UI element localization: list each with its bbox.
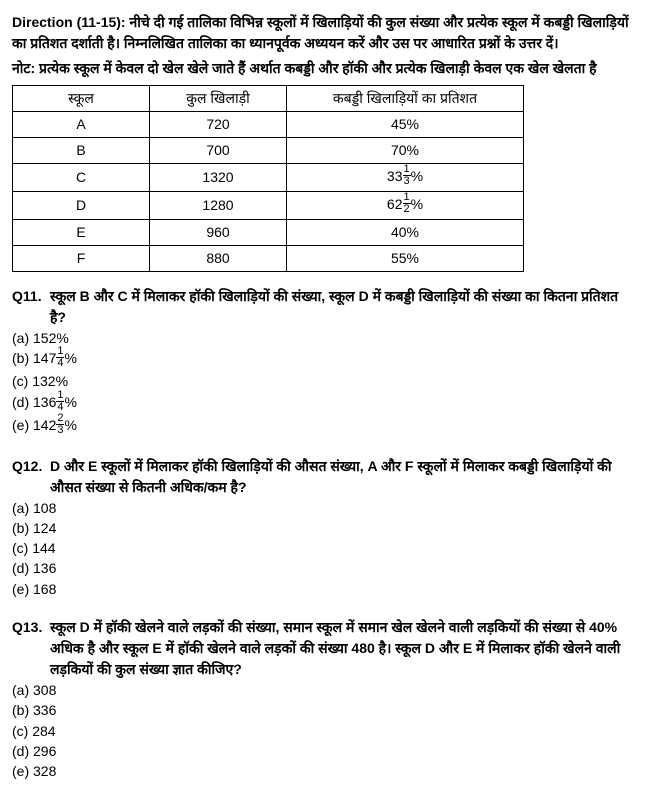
cell-school: E: [13, 220, 150, 246]
option-item: (e) 168: [12, 579, 637, 599]
option-item: (e) 14223%: [12, 415, 637, 438]
cell-school: A: [13, 112, 150, 138]
table-row: D12806212%: [13, 192, 524, 220]
cell-total: 960: [150, 220, 287, 246]
cell-pct: 45%: [287, 112, 524, 138]
question-text: स्कूल D में हॉकी खेलने वाले लड़कों की सं…: [50, 617, 637, 680]
options-list: (a) 108(b) 124(c) 144(d) 136(e) 168: [12, 498, 637, 599]
cell-total: 720: [150, 112, 287, 138]
cell-school: F: [13, 246, 150, 272]
cell-total: 880: [150, 246, 287, 272]
option-item: (a) 108: [12, 498, 637, 518]
option-item: (c) 284: [12, 721, 637, 741]
cell-pct: 70%: [287, 138, 524, 164]
note-text: प्रत्येक स्कूल में केवल दो खेल खेले जाते…: [39, 60, 597, 76]
cell-school: D: [13, 192, 150, 220]
table-row: B70070%: [13, 138, 524, 164]
th-total: कुल खिलाड़ी: [150, 86, 287, 112]
th-school: स्कूल: [13, 86, 150, 112]
option-item: (e) 328: [12, 761, 637, 781]
table-header-row: स्कूल कुल खिलाड़ी कबड्डी खिलाड़ियों का प…: [13, 86, 524, 112]
question-text: D और E स्कूलों में मिलाकर हॉकी खिलाड़ियो…: [50, 456, 637, 498]
direction-label: Direction (11-15):: [12, 14, 126, 30]
note-label: नोट:: [12, 60, 35, 76]
cell-total: 1320: [150, 164, 287, 192]
cell-school: C: [13, 164, 150, 192]
option-item: (c) 144: [12, 538, 637, 558]
data-table: स्कूल कुल खिलाड़ी कबड्डी खिलाड़ियों का प…: [12, 85, 524, 272]
options-list: (a) 152%(b) 14714%(c) 132%(d) 13614%(e) …: [12, 328, 637, 438]
option-item: (d) 296: [12, 741, 637, 761]
option-item: (b) 336: [12, 700, 637, 720]
cell-pct: 3313%: [287, 164, 524, 192]
question-block: Q11.स्कूल B और C में मिलाकर हॉकी खिलाड़ि…: [12, 286, 637, 438]
question-number: Q12.: [12, 456, 50, 498]
table-row: A72045%: [13, 112, 524, 138]
cell-school: B: [13, 138, 150, 164]
cell-pct: 40%: [287, 220, 524, 246]
option-item: (d) 136: [12, 558, 637, 578]
table-row: C13203313%: [13, 164, 524, 192]
question-block: Q13.स्कूल D में हॉकी खेलने वाले लड़कों क…: [12, 617, 637, 781]
option-item: (b) 14714%: [12, 348, 637, 371]
option-item: (d) 13614%: [12, 392, 637, 415]
cell-total: 700: [150, 138, 287, 164]
direction-block: Direction (11-15): नीचे दी गई तालिका विभ…: [12, 12, 637, 54]
option-item: (c) 132%: [12, 371, 637, 391]
th-pct: कबड्डी खिलाड़ियों का प्रतिशत: [287, 86, 524, 112]
question-text: स्कूल B और C में मिलाकर हॉकी खिलाड़ियों …: [50, 286, 637, 328]
option-item: (a) 152%: [12, 328, 637, 348]
table-row: E96040%: [13, 220, 524, 246]
cell-total: 1280: [150, 192, 287, 220]
question-number: Q11.: [12, 286, 50, 328]
cell-pct: 6212%: [287, 192, 524, 220]
question-block: Q12.D और E स्कूलों में मिलाकर हॉकी खिलाड…: [12, 456, 637, 599]
table-row: F88055%: [13, 246, 524, 272]
option-item: (b) 124: [12, 518, 637, 538]
option-item: (a) 308: [12, 680, 637, 700]
note-block: नोट: प्रत्येक स्कूल में केवल दो खेल खेले…: [12, 58, 637, 79]
question-number: Q13.: [12, 617, 50, 680]
cell-pct: 55%: [287, 246, 524, 272]
options-list: (a) 308(b) 336(c) 284(d) 296(e) 328: [12, 680, 637, 781]
